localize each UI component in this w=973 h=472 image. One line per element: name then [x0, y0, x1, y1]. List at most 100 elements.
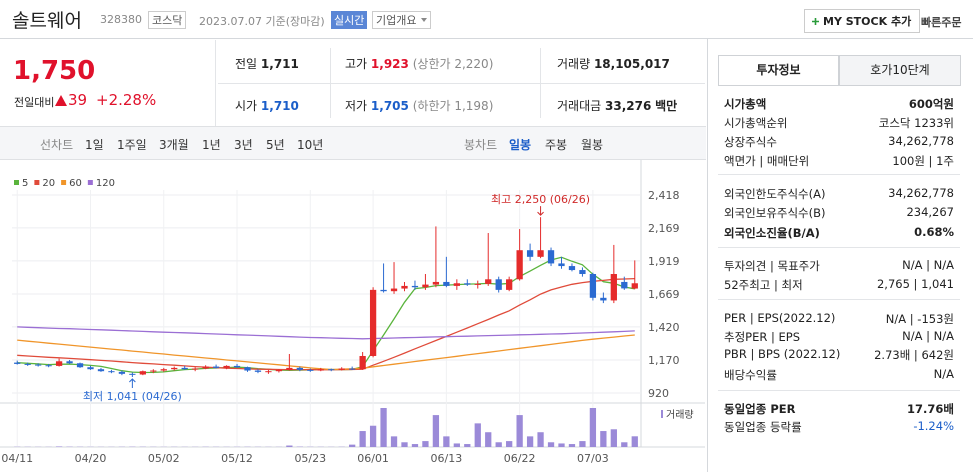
info-value: -1.24%: [913, 419, 954, 433]
period-tab[interactable]: 5년: [266, 138, 285, 152]
x-tick-label: 04/11: [1, 452, 33, 465]
candle-body: [35, 364, 42, 366]
divider: [218, 83, 705, 84]
legend-swatch: [34, 180, 40, 185]
order-button[interactable]: 빠른주문: [921, 16, 962, 29]
summary-value: 33,276: [605, 99, 652, 113]
legend-label: 20: [42, 178, 55, 189]
info-label: 시가총액: [724, 97, 767, 111]
candle-body: [537, 250, 544, 257]
volume-bar: [464, 444, 471, 447]
x-tick-label: 05/12: [221, 452, 253, 465]
volume-bar: [621, 442, 628, 447]
moving-average-line: [17, 256, 635, 374]
candle-body: [411, 285, 419, 288]
period-tab[interactable]: 3년: [234, 138, 253, 152]
candle-tab[interactable]: 주봉: [545, 138, 568, 152]
candle-body: [338, 368, 345, 370]
candle-body: [265, 371, 272, 373]
company-button[interactable]: 기업개요: [372, 11, 432, 29]
volume-bar: [474, 423, 481, 447]
high-arrow: [537, 206, 544, 216]
candle-body: [275, 369, 283, 372]
summary-label: 시가: [235, 99, 258, 113]
candle-body: [369, 289, 377, 356]
candle-body: [14, 362, 21, 364]
info-tab-active[interactable]: 투자정보: [718, 55, 839, 85]
volume-bar: [600, 431, 607, 447]
info-value: 234,267: [906, 205, 954, 219]
tab-bar: [0, 126, 706, 160]
volume-bar: [589, 408, 597, 447]
info-value: 100원 | 1주: [892, 154, 954, 168]
candle-body: [359, 355, 366, 370]
divider: [718, 299, 960, 300]
candle-body: [568, 266, 576, 271]
info-value: 코스닥 1233위: [878, 116, 954, 130]
info-value: 17.76배: [907, 402, 954, 416]
candle-body: [631, 283, 638, 289]
period-tab[interactable]: 1주일: [117, 138, 147, 152]
candle-body: [547, 250, 555, 264]
info-label: PBR | BPS (2022.12): [724, 347, 841, 361]
info-label: 액면가 | 매매단위: [724, 154, 810, 168]
period-tab[interactable]: 3개월: [159, 138, 189, 152]
period-tab[interactable]: 1년: [202, 138, 221, 152]
change-label: 전일대비: [14, 96, 55, 109]
info-label: 동일업종 PER: [724, 402, 796, 416]
info-label: 시가총액순위: [724, 116, 788, 130]
info-label: 외국인보유주식수(B): [724, 206, 826, 220]
summary-label: 전일: [235, 57, 258, 71]
candle-body: [45, 365, 52, 367]
volume-bar: [349, 444, 356, 447]
candle-body: [118, 371, 126, 374]
summary-note: (하한가 1,198): [412, 99, 494, 113]
volume-bar: [558, 443, 565, 447]
period-tab[interactable]: 1일: [85, 138, 104, 152]
legend-label: 5: [22, 178, 28, 189]
divider: [718, 85, 960, 86]
summary-label: 고가: [345, 57, 368, 71]
candle-body: [380, 289, 387, 292]
candle-body: [506, 279, 513, 290]
y-tick-label: 920: [648, 387, 669, 400]
candle-tab[interactable]: 일봉: [509, 138, 532, 152]
y-tick-label: 2,169: [648, 222, 680, 235]
panel-border: [707, 39, 708, 472]
info-value: N/A: [933, 367, 954, 381]
period-tab[interactable]: 10년: [297, 138, 324, 152]
legend-swatch: [14, 180, 19, 185]
info-label: 동일업종 등락률: [724, 420, 802, 434]
volume-legend-swatch: [661, 410, 663, 418]
candle-body: [139, 371, 146, 375]
x-tick-label: 06/22: [504, 452, 536, 465]
volume-bar: [380, 408, 387, 447]
summary-label: 거래대금: [557, 99, 602, 113]
volume-bar: [422, 441, 429, 447]
x-tick-label: 05/02: [148, 452, 180, 465]
summary-value: 1,710: [260, 99, 299, 113]
summary-value: 1,923: [370, 57, 409, 71]
legend-label: 120: [96, 178, 115, 189]
mystock-label: MY STOCK 추가: [823, 15, 912, 28]
volume-bar: [390, 436, 398, 447]
x-tick-label: 04/20: [75, 452, 107, 465]
candle-body: [390, 288, 398, 292]
candle-body: [401, 285, 408, 289]
summary-value: 1,705: [370, 99, 409, 113]
info-label: 추정PER | EPS: [724, 330, 801, 344]
market-badge: 코스닥: [148, 11, 187, 29]
tab-group-label: 봉차트: [464, 138, 498, 152]
volume-bar: [485, 432, 492, 447]
mystock-button[interactable]: MY STOCK 추가: [804, 9, 921, 33]
volume-bar: [526, 436, 534, 447]
info-label: 배당수익률: [724, 368, 777, 382]
x-tick-label: 05/23: [294, 452, 326, 465]
info-value: 600억원: [908, 97, 954, 111]
candle-body: [286, 367, 293, 370]
volume-bar: [516, 415, 523, 447]
y-tick-label: 1,919: [648, 255, 680, 268]
info-tab[interactable]: 호가10단계: [839, 55, 961, 86]
candle-body: [432, 281, 440, 285]
candle-tab[interactable]: 월봉: [581, 138, 604, 152]
